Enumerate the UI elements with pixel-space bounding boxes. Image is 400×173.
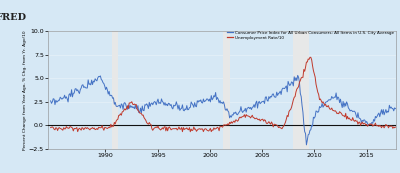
Text: FRED: FRED [0,13,26,22]
Legend: Consumer Price Index for All Urban Consumers: All Items in U.S. City Average, Un: Consumer Price Index for All Urban Consu… [225,29,396,41]
Y-axis label: Percent Change from Year Ago, % Chg. from Yr. Ago/10: Percent Change from Year Ago, % Chg. fro… [23,30,27,150]
Bar [222,31,230,149]
Bar [292,31,309,149]
Bar [112,31,118,149]
